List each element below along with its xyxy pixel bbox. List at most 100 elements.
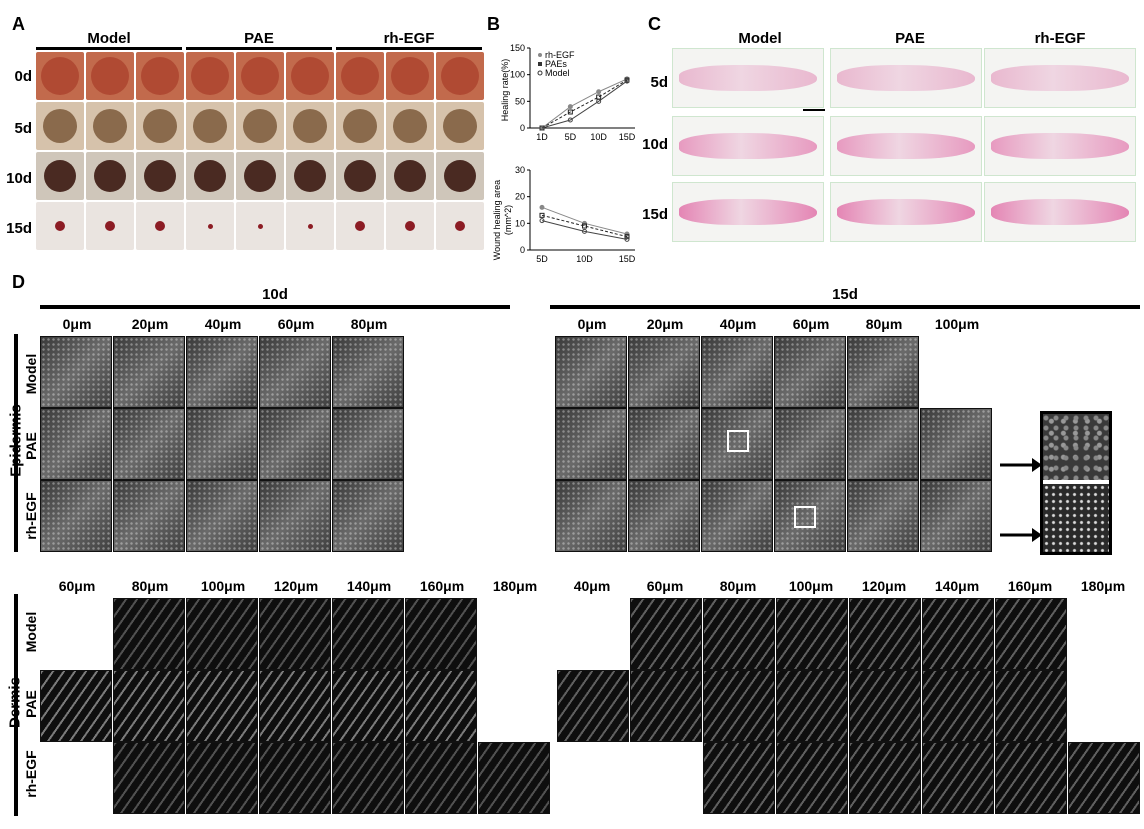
wound-bed-r0-c6 — [341, 57, 379, 95]
wound-photo-r2-c1 — [86, 152, 134, 200]
panel-a-bar-pae — [186, 47, 332, 50]
epi15-r0-c4 — [847, 336, 919, 408]
chart1-xtick-label-0: 1D — [536, 132, 548, 142]
tissue-r1-c1 — [837, 133, 975, 159]
wound-bed-r3-c2 — [155, 221, 165, 231]
epi10-r1-c2 — [186, 408, 258, 480]
wound-photo-r0-c0 — [36, 52, 84, 100]
epi10-r1-c0 — [40, 408, 112, 480]
wound-bed-r3-c8 — [455, 221, 465, 231]
epi15-r2-c0 — [555, 480, 627, 552]
wound-photo-r0-c8 — [436, 52, 484, 100]
der15-depth-3: 100μm — [788, 578, 834, 594]
wound-bed-r1-c6 — [343, 109, 377, 143]
panel-a-row-0d: 0d — [14, 68, 32, 85]
epi10-depth-1: 20μm — [131, 316, 169, 332]
chart1-ytick-label-3: 150 — [510, 43, 525, 53]
wound-bed-r2-c0 — [44, 160, 76, 192]
epi10-r1-c4 — [332, 408, 404, 480]
panel-a-bar-rhegf — [336, 47, 482, 50]
wound-photo-r0-c4 — [236, 52, 284, 100]
epi15-depth-3: 60μm — [792, 316, 830, 332]
epi10-depth-2: 40μm — [204, 316, 242, 332]
der10-r1-c1 — [113, 670, 185, 742]
wound-bed-r0-c5 — [291, 57, 329, 95]
wound-bed-r3-c5 — [307, 223, 313, 229]
der10-depth-5: 160μm — [419, 578, 465, 594]
der15-r1-c6 — [995, 670, 1067, 742]
histology-r2-c2 — [984, 182, 1136, 242]
der15-r0-c5 — [922, 598, 994, 670]
der15-depth-4: 120μm — [861, 578, 907, 594]
panel-c-row-5d: 5d — [650, 74, 668, 91]
tissue-r1-c2 — [991, 133, 1129, 159]
wound-photo-r2-c2 — [136, 152, 184, 200]
wound-photo-r1-c8 — [436, 102, 484, 150]
der10-r2-c4 — [332, 742, 404, 814]
tissue-r0-c0 — [679, 65, 817, 91]
chart1-xtick-label-2: 10D — [590, 132, 607, 142]
der10-depth-0: 60μm — [58, 578, 96, 594]
wound-photo-r3-c4 — [236, 202, 284, 250]
wound-photo-r2-c3 — [186, 152, 234, 200]
epi15-depth-5: 100μm — [934, 316, 980, 332]
epi15-r1-c0 — [555, 408, 627, 480]
chart2-ytick-label-1: 10 — [515, 218, 525, 228]
epi10-r1-c3 — [259, 408, 331, 480]
epi15-r1-c1 — [628, 408, 700, 480]
arrow-2-head — [1032, 528, 1042, 542]
histology-r2-c0 — [672, 182, 824, 242]
chart1-line-0 — [541, 78, 628, 129]
der15-depth-6: 160μm — [1007, 578, 1053, 594]
chart1-point-2-2 — [596, 98, 602, 104]
wound-photo-r2-c6 — [336, 152, 384, 200]
chart2-point-2-1 — [582, 228, 587, 234]
der10-r0-c5 — [405, 598, 477, 670]
wound-photo-r1-c7 — [386, 102, 434, 150]
chart2-ylabel-line1: Wound healing area — [492, 180, 502, 260]
chart2-point-2-0 — [539, 218, 545, 224]
chart1-ytick-label-0: 0 — [520, 123, 525, 133]
zoom-box-pae — [727, 430, 749, 452]
wound-bed-r3-c0 — [55, 221, 65, 231]
wound-bed-r3-c7 — [405, 221, 415, 231]
epi10-r0-c0 — [40, 336, 112, 408]
der15-depth-5: 140μm — [934, 578, 980, 594]
wound-bed-r2-c7 — [394, 160, 426, 192]
der10-depth-6: 180μm — [492, 578, 538, 594]
wound-photo-r3-c6 — [336, 202, 384, 250]
der10-r1-c5 — [405, 670, 477, 742]
wound-bed-r2-c3 — [194, 160, 226, 192]
panel-a-group-pae: PAE — [244, 30, 274, 47]
chart2-point-0-2 — [624, 231, 630, 237]
der15-depth-0: 40μm — [573, 578, 611, 594]
epi15-r2-c4 — [847, 480, 919, 552]
der15-r1-c0 — [557, 670, 629, 742]
wound-photo-r0-c3 — [186, 52, 234, 100]
der15-r2-c3 — [776, 742, 848, 814]
epi15-r1-c5 — [920, 408, 992, 480]
wound-bed-r1-c3 — [193, 109, 227, 143]
panel-a-row-15d: 15d — [6, 220, 32, 237]
chart1-point-2-1 — [567, 117, 573, 123]
epi10-r2-c1 — [113, 480, 185, 552]
der15-r0-c1 — [630, 598, 702, 670]
epi10-r0-c3 — [259, 336, 331, 408]
section-label-epidermis: Epidermis — [7, 404, 25, 477]
chart1-xtick-label-1: 5D — [565, 132, 577, 142]
der15-r0-c2 — [703, 598, 775, 670]
tissue-r2-c1 — [837, 199, 975, 225]
wound-photo-r3-c8 — [436, 202, 484, 250]
epi15-depth-1: 20μm — [646, 316, 684, 332]
chart1-series — [539, 76, 630, 131]
chart2-xtick-label-0: 5D — [536, 254, 548, 264]
der15-depth-2: 80μm — [719, 578, 757, 594]
inset-arrows — [1000, 458, 1042, 542]
wound-bed-r2-c4 — [244, 160, 276, 192]
wound-photo-r2-c7 — [386, 152, 434, 200]
epi15-r2-c5 — [920, 480, 992, 552]
der15-r2-c7 — [1068, 742, 1140, 814]
panel-d-label: D — [12, 272, 25, 292]
chart2-point-2-2 — [624, 236, 630, 242]
